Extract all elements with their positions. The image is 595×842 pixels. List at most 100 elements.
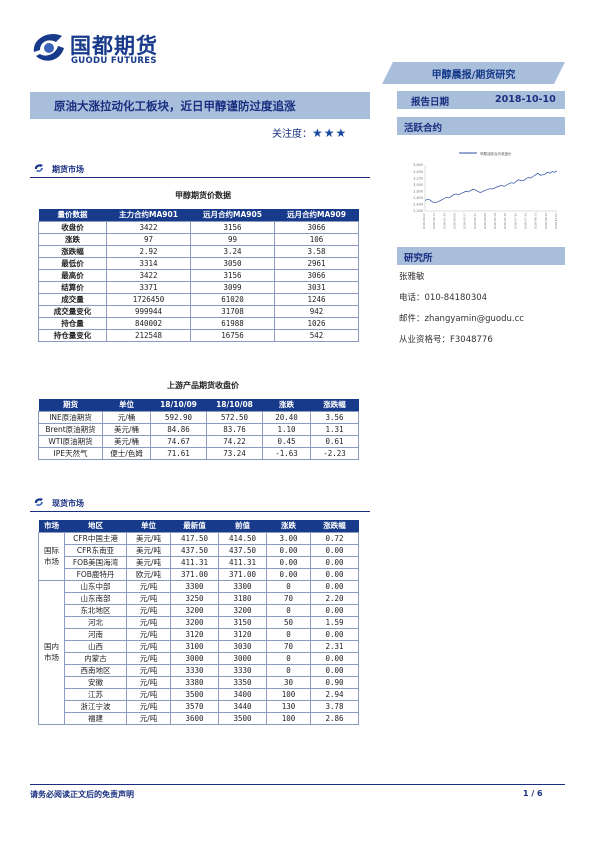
region-label: 河北	[64, 615, 127, 629]
table-cell: 30	[266, 675, 311, 689]
table-cell: 0	[266, 627, 311, 641]
footer-divider	[30, 784, 565, 785]
report-title: 原油大涨拉动化工板块，近日甲醇谨防过度追涨	[54, 99, 296, 113]
table-cell: 元/吨	[126, 591, 171, 605]
table-cell: 元/吨	[126, 651, 171, 665]
active-contract-label: 活跃合约	[404, 123, 443, 134]
x-tick-label: 2018-07-31	[524, 213, 528, 229]
row-label: 成交量	[38, 292, 107, 306]
table-cell: 20.40	[262, 410, 311, 424]
report-type: 甲醇晨报/期货研究	[431, 70, 516, 81]
x-tick-label: 2018-09-11	[544, 213, 548, 229]
region-label: 福建	[64, 711, 127, 725]
research-label: 研究所	[404, 253, 433, 264]
futures-table-caption: 甲醇期货价数据	[175, 191, 231, 200]
table-cell: 2.20	[310, 591, 359, 605]
y-tick-label: 2,200	[413, 209, 423, 213]
analyst-email[interactable]: 邮件：zhangyamin@guodu.cc	[399, 314, 524, 324]
table-row: 成交量 1726450 61020 1246	[38, 292, 359, 306]
table-cell: 3600	[170, 711, 219, 725]
table-cell: 0	[266, 651, 311, 665]
y-tick-label: 2,600	[413, 196, 423, 200]
table-cell: 3500	[218, 711, 267, 725]
table-cell: 3350	[218, 675, 267, 689]
table-cell: 3.78	[310, 699, 359, 713]
market-group-label: 国际市场	[38, 531, 65, 581]
table-cell: 0.00	[310, 555, 359, 569]
table-cell: -1.63	[262, 446, 311, 460]
table-row: 山西 元/吨 3100 3030 70 2.31	[39, 639, 359, 653]
table-cell: 3050	[190, 256, 275, 270]
futures-col-header: 量价数据	[38, 209, 107, 221]
region-label: 江苏	[64, 687, 127, 701]
active-contract-header: 活跃合约	[397, 117, 565, 135]
table-cell: 70	[266, 591, 311, 605]
table-cell: 元/吨	[126, 687, 171, 701]
table-cell: 130	[266, 699, 311, 713]
table-cell: 411.31	[170, 555, 219, 569]
table-cell: 美元/吨	[126, 555, 171, 569]
table-cell: 572.50	[206, 410, 263, 424]
table-cell: 3200	[170, 615, 219, 629]
futures-col-header: 远月合约MA905	[190, 209, 275, 221]
table-row: 内蒙古 元/吨 3000 3000 0 0.00	[39, 651, 359, 665]
table-row: FOB美国海湾 美元/吨 411.31 411.31 0.00 0.00	[39, 555, 359, 569]
table-row: 安徽 元/吨 3380 3350 30 0.90	[39, 675, 359, 689]
table-cell: 100	[266, 711, 311, 725]
table-row: 国内市场 山东中部 元/吨 3300 3300 0 0.00	[38, 579, 359, 725]
table-cell: 3099	[190, 280, 275, 294]
region-label: 山东南部	[64, 591, 127, 605]
table-cell: 3000	[218, 651, 267, 665]
spot-col-header: 最新值	[170, 520, 219, 532]
brand-name-en: GUODU FUTURES	[71, 56, 157, 66]
table-cell: 71.61	[150, 446, 207, 460]
table-row: 涨跌 97 99 106	[38, 232, 359, 246]
row-label: 涨跌幅	[38, 244, 107, 258]
table-cell: 417.50	[170, 531, 219, 545]
table-cell: 73.24	[206, 446, 263, 460]
table-row: INE原油期货 元/桶 592.90 572.50 20.40 3.56	[38, 410, 359, 424]
table-cell: 元/吨	[126, 615, 171, 629]
spot-col-header: 前值	[218, 520, 267, 532]
logo-mark-icon	[33, 33, 64, 61]
analyst-phone: 电话：010-84180304	[399, 293, 488, 303]
table-cell: 592.90	[150, 410, 207, 424]
y-tick-label: 3,000	[413, 183, 423, 187]
x-tick-label: 2018-03-06	[452, 213, 456, 229]
table-cell: 97	[106, 232, 191, 246]
table-row: 福建 元/吨 3600 3500 100 2.86	[39, 711, 359, 725]
table-cell: 1.59	[310, 615, 359, 629]
table-cell: 元/吨	[126, 603, 171, 617]
footer-disclaimer-link[interactable]: 请务必阅读正文后的免责声明	[30, 790, 134, 799]
table-row: 最低价 3314 3050 2961	[38, 256, 359, 270]
table-cell: 元/吨	[126, 579, 171, 593]
table-cell: 2.94	[310, 687, 359, 701]
attention-stars: ★★★	[312, 126, 348, 140]
table-cell: 542	[274, 328, 359, 342]
table-cell: 0.00	[310, 579, 359, 593]
market-group-label: 国内市场	[38, 579, 65, 725]
upstream-col-header: 单位	[102, 399, 151, 411]
table-cell: 2.86	[310, 711, 359, 725]
table-cell: 元/吨	[126, 663, 171, 677]
table-cell: 50	[266, 615, 311, 629]
report-date-value: 2018-10-10	[495, 94, 556, 105]
table-cell: 元/吨	[126, 675, 171, 689]
table-cell: 3.00	[266, 531, 311, 545]
x-tick-label: 2018-05-29	[493, 213, 497, 229]
table-row: 最高价 3422 3156 3066	[38, 268, 359, 282]
table-cell: 3400	[218, 687, 267, 701]
upstream-col-header: 18/10/09	[150, 399, 207, 411]
table-cell: 3250	[170, 591, 219, 605]
table-cell: 3200	[218, 603, 267, 617]
region-label: FOB美国海湾	[64, 555, 127, 569]
upstream-col-header: 期货	[38, 399, 103, 411]
table-cell: 99	[190, 232, 275, 246]
report-title-box: 原油大涨拉动化工板块，近日甲醇谨防过度追涨	[30, 92, 370, 119]
region-label: 浙江宁波	[64, 699, 127, 713]
table-cell: 0.00	[310, 603, 359, 617]
table-cell: 371.00	[218, 567, 267, 581]
region-label: 东北地区	[64, 603, 127, 617]
report-date-box: 报告日期 2018-10-10	[397, 91, 565, 109]
futures-section-label: 期货市场	[52, 165, 84, 174]
